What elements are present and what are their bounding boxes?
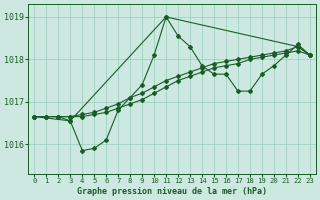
X-axis label: Graphe pression niveau de la mer (hPa): Graphe pression niveau de la mer (hPa) bbox=[77, 187, 267, 196]
